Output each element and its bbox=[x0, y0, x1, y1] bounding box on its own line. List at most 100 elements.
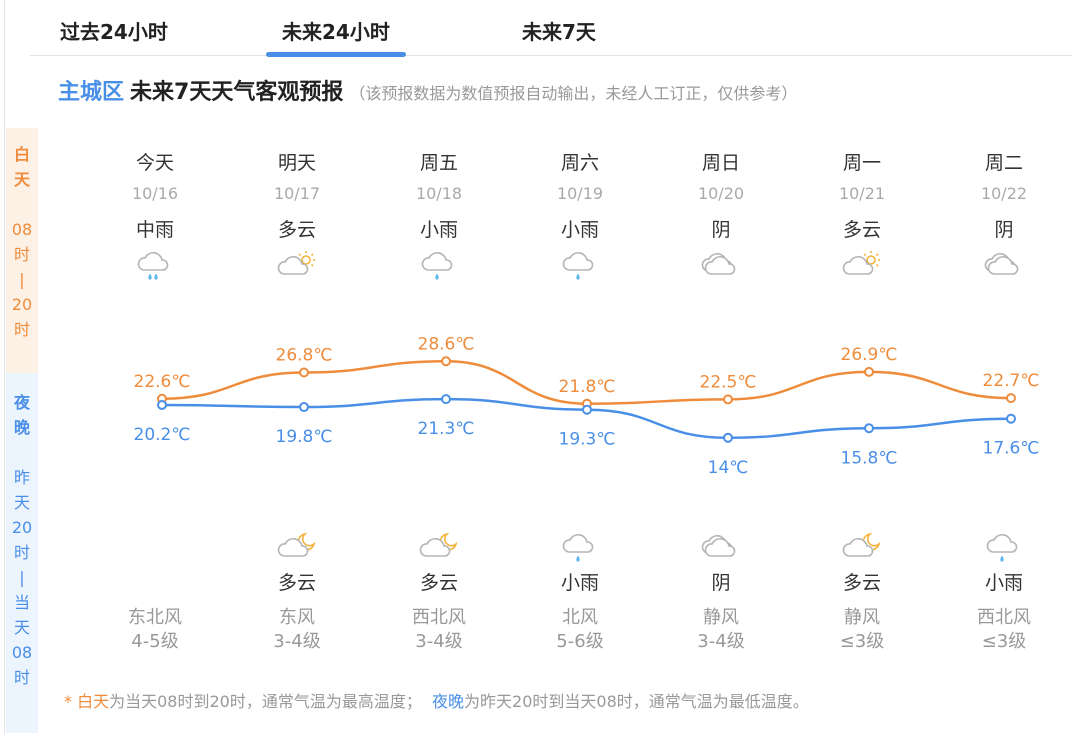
night-temp-label: 14℃ bbox=[708, 458, 749, 478]
side-text: 天 bbox=[13, 618, 30, 637]
day-name: 周一 bbox=[842, 152, 881, 174]
cloud-light-rain-icon bbox=[984, 530, 1024, 562]
day-name: 周六 bbox=[560, 152, 599, 174]
wind-direction: 静风 bbox=[703, 607, 739, 628]
cloud-light-rain-icon bbox=[419, 248, 459, 280]
wind-direction: 东北风 bbox=[128, 607, 182, 628]
wind-info: 静风 ≤3级 bbox=[802, 606, 922, 654]
side-text: | bbox=[19, 270, 25, 289]
left-border bbox=[4, 0, 5, 734]
side-text: 20 bbox=[11, 518, 33, 537]
footnote-day-term: 白天 bbox=[77, 692, 110, 711]
side-text: 08 bbox=[11, 220, 33, 239]
night-temp-label: 15.8℃ bbox=[841, 448, 898, 468]
cloud-sun-icon bbox=[842, 248, 882, 280]
side-text: 当 bbox=[13, 593, 30, 612]
day-name: 明天 bbox=[277, 152, 316, 174]
night-temp-label: 19.3℃ bbox=[559, 430, 616, 450]
night-temp-label: 19.8℃ bbox=[276, 427, 333, 447]
day-weather: 阴 bbox=[994, 219, 1014, 241]
day-date: 10/22 bbox=[980, 184, 1028, 203]
footnote-night-term: 夜晚 bbox=[432, 692, 465, 711]
wind-level: ≤3级 bbox=[981, 631, 1027, 652]
day-date: 10/21 bbox=[838, 184, 886, 203]
overcast-icon bbox=[701, 530, 741, 562]
day-weather: 小雨 bbox=[419, 219, 458, 241]
footnote: * 白天为当天08时到20时，通常气温为最高温度； 夜晚为昨天20时到当天08时… bbox=[64, 688, 809, 712]
temp-point bbox=[157, 399, 167, 410]
day-name: 今天 bbox=[135, 152, 174, 174]
tab-next-7d[interactable]: 未来7天 bbox=[522, 20, 596, 44]
day-date: 10/19 bbox=[556, 184, 604, 203]
wind-level: 3-4级 bbox=[415, 631, 463, 652]
area-name: 主城区 bbox=[58, 80, 125, 105]
side-text: 白 bbox=[13, 145, 30, 164]
side-text: 时 bbox=[13, 668, 30, 687]
side-text: 夜 bbox=[13, 393, 30, 412]
day-temp-line bbox=[161, 359, 1012, 406]
temp-point bbox=[1006, 393, 1016, 404]
day-temp-label: 28.6℃ bbox=[418, 334, 475, 354]
temp-point bbox=[864, 423, 874, 434]
cloud-moon-icon bbox=[842, 530, 882, 562]
side-text: 时 bbox=[13, 320, 30, 339]
forecast-title: 未来7天天气客观预报 bbox=[130, 80, 344, 105]
day-date: 10/16 bbox=[131, 184, 179, 203]
night-weather: 小雨 bbox=[984, 572, 1023, 594]
wind-direction: 西北风 bbox=[412, 607, 466, 628]
page-title: 主城区 未来7天天气客观预报 （该预报数据为数值预报自动输出，未经人工订正，仅供参考… bbox=[58, 74, 797, 106]
tab-bar: 过去24小时 未来24小时 未来7天 bbox=[30, 0, 1072, 57]
day-temp-label: 22.6℃ bbox=[134, 372, 191, 392]
footnote-day-text: 为当天08时到20时，通常气温为最高温度； bbox=[109, 692, 422, 711]
temp-point bbox=[723, 394, 733, 405]
wind-level: ≤3级 bbox=[839, 631, 885, 652]
night-temp-line bbox=[161, 397, 1012, 440]
footnote-night-text: 为昨天20时到当天08时，通常气温为最低温度。 bbox=[464, 692, 809, 711]
side-text: 天 bbox=[13, 170, 30, 189]
day-name: 周日 bbox=[701, 152, 740, 174]
day-date: 10/20 bbox=[697, 184, 745, 203]
temp-point bbox=[582, 404, 592, 415]
overcast-icon bbox=[701, 248, 741, 280]
temp-point bbox=[864, 366, 874, 377]
wind-direction: 西北风 bbox=[977, 607, 1031, 628]
wind-info: 东风 3-4级 bbox=[237, 606, 357, 654]
wind-info: 西北风 ≤3级 bbox=[944, 606, 1064, 654]
wind-info: 北风 5-6级 bbox=[520, 606, 640, 654]
footnote-star: * bbox=[64, 692, 78, 711]
day-temp-label: 26.8℃ bbox=[276, 346, 333, 366]
cloud-moderate-rain-icon bbox=[135, 248, 175, 280]
night-side-label: 夜 晚 昨 天 20 时 | 当 天 08 时 bbox=[6, 373, 38, 733]
side-text: 08 bbox=[11, 643, 33, 662]
wind-info: 静风 3-4级 bbox=[661, 606, 781, 654]
night-weather: 小雨 bbox=[560, 572, 599, 594]
day-date: 10/18 bbox=[415, 184, 463, 203]
night-temp-label: 21.3℃ bbox=[418, 419, 475, 439]
tab-past-24h[interactable]: 过去24小时 bbox=[60, 20, 168, 44]
cloud-moon-icon bbox=[277, 530, 317, 562]
side-text: 时 bbox=[13, 543, 30, 562]
side-text: | bbox=[19, 568, 25, 587]
day-weather: 多云 bbox=[277, 219, 316, 241]
wind-info: 西北风 3-4级 bbox=[379, 606, 499, 654]
day-name: 周五 bbox=[419, 152, 458, 174]
wind-direction: 静风 bbox=[844, 607, 880, 628]
temp-point bbox=[299, 367, 309, 378]
temp-point bbox=[157, 393, 167, 404]
wind-level: 3-4级 bbox=[273, 631, 321, 652]
side-text: 20 bbox=[11, 295, 33, 314]
tab-next-24h[interactable]: 未来24小时 bbox=[266, 16, 406, 57]
day-temp-label: 22.5℃ bbox=[700, 372, 757, 392]
night-weather: 多云 bbox=[277, 572, 316, 594]
temp-point bbox=[723, 432, 733, 443]
cloud-light-rain-icon bbox=[560, 248, 600, 280]
day-name: 周二 bbox=[984, 152, 1023, 174]
wind-info: 东北风 4-5级 bbox=[95, 606, 215, 654]
temp-point bbox=[582, 398, 592, 409]
side-text: 时 bbox=[13, 245, 30, 264]
wind-direction: 东风 bbox=[279, 607, 315, 628]
night-weather: 阴 bbox=[711, 572, 731, 594]
side-text: 昨 bbox=[13, 468, 30, 487]
night-weather: 多云 bbox=[842, 572, 881, 594]
cloud-moon-icon bbox=[419, 530, 459, 562]
